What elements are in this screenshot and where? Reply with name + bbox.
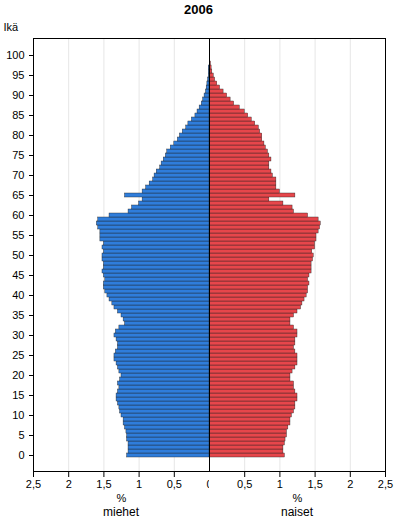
svg-text:1,5: 1,5 (307, 478, 322, 490)
svg-text:%: % (117, 492, 127, 504)
svg-text:Ikä: Ikä (4, 21, 20, 33)
svg-text:40: 40 (12, 289, 24, 301)
svg-text:%: % (293, 492, 303, 504)
html-text:2006: 2006 (184, 2, 213, 17)
svg-text:1: 1 (277, 478, 283, 490)
svg-text:85: 85 (12, 109, 24, 121)
svg-text:25: 25 (12, 349, 24, 361)
svg-text:2,5: 2,5 (26, 478, 41, 490)
svg-text:5: 5 (18, 429, 24, 441)
svg-text:1,5: 1,5 (96, 478, 111, 490)
svg-text:90: 90 (12, 89, 24, 101)
svg-text:75: 75 (12, 149, 24, 161)
svg-text:45: 45 (12, 269, 24, 281)
html-text:miehet: miehet (103, 505, 139, 519)
svg-text:2: 2 (66, 478, 72, 490)
html-text:naiset: naiset (281, 505, 313, 519)
svg-text:0: 0 (18, 449, 24, 461)
svg-text:15: 15 (12, 389, 24, 401)
svg-text:60: 60 (12, 209, 24, 221)
svg-text:50: 50 (12, 249, 24, 261)
svg-text:65: 65 (12, 189, 24, 201)
svg-text:70: 70 (12, 169, 24, 181)
svg-text:1: 1 (136, 478, 142, 490)
svg-text:2,5: 2,5 (378, 478, 393, 490)
svg-text:0,5: 0,5 (237, 478, 252, 490)
svg-text:0,5: 0,5 (167, 478, 182, 490)
svg-text:100: 100 (6, 49, 24, 61)
svg-text:55: 55 (12, 229, 24, 241)
svg-text:35: 35 (12, 309, 24, 321)
svg-text:20: 20 (12, 369, 24, 381)
svg-text:95: 95 (12, 69, 24, 81)
svg-text:80: 80 (12, 129, 24, 141)
svg-text:10: 10 (12, 409, 24, 421)
svg-text:2: 2 (347, 478, 353, 490)
svg-text:30: 30 (12, 329, 24, 341)
